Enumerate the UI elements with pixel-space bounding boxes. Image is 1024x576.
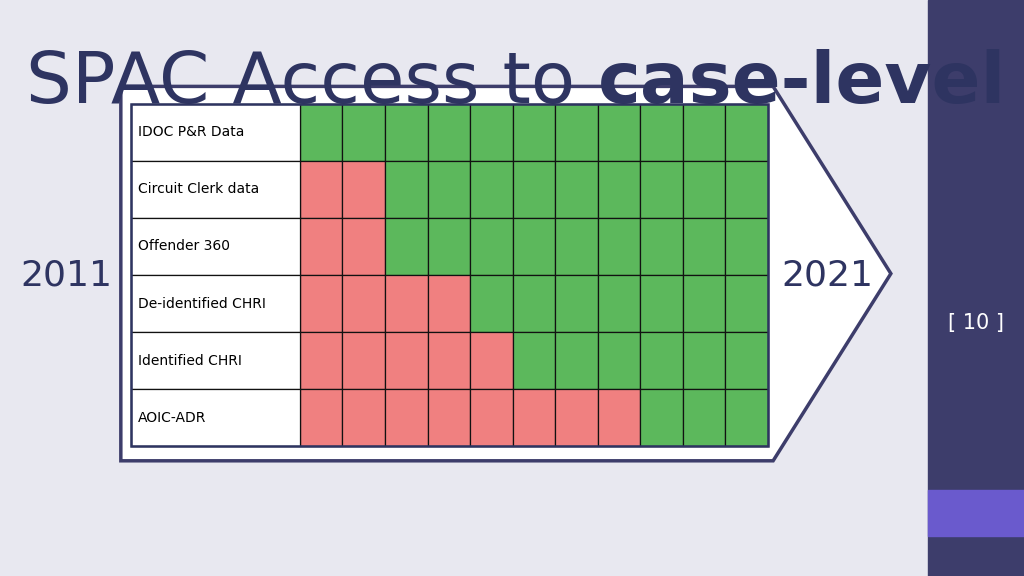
Bar <box>555 161 598 218</box>
Bar <box>131 275 300 332</box>
Bar <box>470 332 513 389</box>
Text: De-identified CHRI: De-identified CHRI <box>138 297 266 310</box>
Bar <box>598 218 640 275</box>
Bar <box>725 218 768 275</box>
Text: data: data <box>1007 49 1024 118</box>
Bar <box>598 161 640 218</box>
Bar <box>640 389 683 446</box>
Bar <box>470 389 513 446</box>
Bar <box>928 490 1024 536</box>
Bar <box>342 389 385 446</box>
Bar <box>555 332 598 389</box>
Bar <box>385 332 428 389</box>
Bar <box>598 275 640 332</box>
Bar <box>470 218 513 275</box>
Bar <box>385 218 428 275</box>
Bar <box>428 161 470 218</box>
Bar <box>640 275 683 332</box>
Bar <box>640 332 683 389</box>
Text: 2021: 2021 <box>781 258 873 292</box>
Bar <box>725 161 768 218</box>
Text: Circuit Clerk data: Circuit Clerk data <box>138 183 259 196</box>
Bar <box>385 389 428 446</box>
Bar <box>428 104 470 161</box>
Bar <box>640 104 683 161</box>
Bar <box>513 275 555 332</box>
Bar <box>428 275 470 332</box>
Bar <box>131 104 300 161</box>
Bar <box>640 218 683 275</box>
Text: Offender 360: Offender 360 <box>138 240 230 253</box>
Bar <box>513 389 555 446</box>
Bar <box>683 104 725 161</box>
Bar <box>131 389 300 446</box>
Bar <box>342 332 385 389</box>
Bar <box>131 104 768 446</box>
Bar <box>513 104 555 161</box>
Text: Identified CHRI: Identified CHRI <box>138 354 242 367</box>
Bar <box>513 218 555 275</box>
Bar <box>683 332 725 389</box>
Bar <box>640 161 683 218</box>
Bar <box>683 161 725 218</box>
Bar <box>300 161 342 218</box>
Bar <box>342 275 385 332</box>
Bar <box>131 161 300 218</box>
Bar <box>300 332 342 389</box>
Bar <box>513 332 555 389</box>
Text: [ 10 ]: [ 10 ] <box>948 313 1004 332</box>
Bar <box>683 218 725 275</box>
Bar <box>385 161 428 218</box>
Polygon shape <box>121 86 891 461</box>
Bar <box>470 104 513 161</box>
Bar <box>342 218 385 275</box>
Bar <box>683 389 725 446</box>
Bar <box>470 161 513 218</box>
Bar <box>598 104 640 161</box>
Bar <box>725 332 768 389</box>
Bar <box>555 389 598 446</box>
Bar <box>131 218 300 275</box>
Bar <box>725 389 768 446</box>
Bar <box>470 275 513 332</box>
Bar <box>300 104 342 161</box>
Bar <box>300 218 342 275</box>
Bar <box>555 275 598 332</box>
Bar <box>342 161 385 218</box>
Text: AOIC-ADR: AOIC-ADR <box>138 411 207 425</box>
Bar <box>928 0 1024 576</box>
Bar <box>342 104 385 161</box>
Bar <box>300 389 342 446</box>
Bar <box>385 275 428 332</box>
Bar <box>131 332 300 389</box>
Bar <box>385 104 428 161</box>
Text: 2011: 2011 <box>20 258 113 292</box>
Text: case-level: case-level <box>598 49 1007 118</box>
Bar <box>725 275 768 332</box>
Bar <box>683 275 725 332</box>
Bar <box>428 332 470 389</box>
Bar <box>555 218 598 275</box>
Bar <box>428 218 470 275</box>
Bar <box>300 275 342 332</box>
Text: IDOC P&R Data: IDOC P&R Data <box>138 125 245 139</box>
Bar <box>513 161 555 218</box>
Text: SPAC Access to: SPAC Access to <box>26 49 598 118</box>
Bar <box>725 104 768 161</box>
Bar <box>555 104 598 161</box>
Bar <box>428 389 470 446</box>
Bar <box>598 332 640 389</box>
Bar <box>598 389 640 446</box>
